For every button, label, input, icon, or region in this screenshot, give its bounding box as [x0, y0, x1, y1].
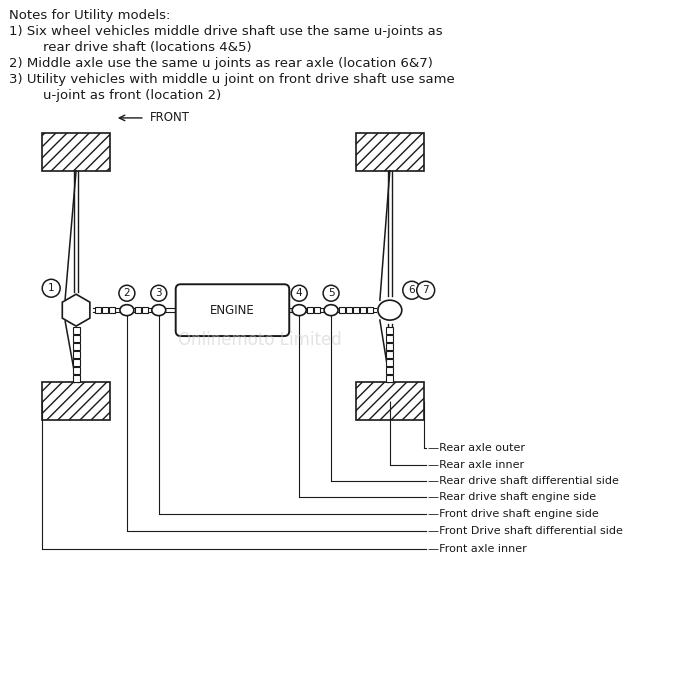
Text: 3) Utility vehicles with middle u joint on front drive shaft use same: 3) Utility vehicles with middle u joint …: [9, 73, 455, 86]
Bar: [73, 343, 80, 350]
Text: 1: 1: [48, 284, 55, 293]
Text: FRONT: FRONT: [150, 111, 190, 125]
Text: —Rear axle outer: —Rear axle outer: [428, 442, 525, 453]
Bar: [386, 375, 393, 382]
Bar: [307, 307, 313, 313]
Bar: [314, 307, 320, 313]
Bar: [356, 133, 424, 171]
Bar: [353, 307, 359, 313]
Ellipse shape: [378, 300, 402, 320]
Text: Notes for Utility models:: Notes for Utility models:: [9, 9, 171, 22]
Ellipse shape: [324, 304, 338, 316]
Circle shape: [42, 279, 60, 298]
Text: 6: 6: [408, 285, 415, 295]
Polygon shape: [62, 294, 90, 326]
Bar: [73, 327, 80, 334]
Text: 4: 4: [296, 288, 302, 298]
Bar: [346, 307, 352, 313]
Bar: [42, 133, 110, 171]
Ellipse shape: [292, 304, 306, 316]
Bar: [386, 327, 393, 334]
Text: —Front axle inner: —Front axle inner: [428, 544, 526, 554]
Bar: [386, 335, 393, 342]
Bar: [42, 382, 110, 420]
Circle shape: [291, 286, 307, 301]
Bar: [73, 335, 80, 342]
Bar: [367, 307, 373, 313]
Text: —Front drive shaft engine side: —Front drive shaft engine side: [428, 510, 598, 519]
Bar: [42, 133, 110, 171]
Bar: [73, 367, 80, 374]
Text: —Front Drive shaft differential side: —Front Drive shaft differential side: [428, 526, 622, 536]
Bar: [386, 343, 393, 350]
Bar: [356, 382, 424, 420]
Bar: [109, 307, 115, 313]
Bar: [360, 307, 366, 313]
Text: 3: 3: [155, 288, 162, 298]
Bar: [102, 307, 108, 313]
Text: —Rear axle inner: —Rear axle inner: [428, 459, 524, 470]
Bar: [356, 133, 424, 171]
Bar: [73, 375, 80, 382]
Text: ENGINE: ENGINE: [210, 304, 255, 316]
Text: 7: 7: [422, 285, 429, 295]
Text: rear drive shaft (locations 4&5): rear drive shaft (locations 4&5): [9, 41, 252, 54]
Bar: [386, 359, 393, 366]
Circle shape: [402, 281, 421, 299]
Ellipse shape: [152, 304, 166, 316]
Text: u-joint as front (location 2): u-joint as front (location 2): [9, 89, 222, 102]
Text: 5: 5: [328, 288, 335, 298]
Text: 2) Middle axle use the same u joints as rear axle (location 6&7): 2) Middle axle use the same u joints as …: [9, 57, 433, 70]
Bar: [95, 307, 101, 313]
Bar: [73, 359, 80, 366]
Text: 2: 2: [124, 288, 130, 298]
Text: —Rear drive shaft engine side: —Rear drive shaft engine side: [428, 492, 596, 503]
Bar: [142, 307, 148, 313]
Bar: [356, 382, 424, 420]
Text: Onlinemoto Limited: Onlinemoto Limited: [178, 331, 342, 349]
Bar: [73, 351, 80, 358]
Ellipse shape: [120, 304, 134, 316]
Bar: [386, 351, 393, 358]
Bar: [386, 367, 393, 374]
Bar: [135, 307, 141, 313]
Circle shape: [119, 286, 135, 301]
Text: —Rear drive shaft differential side: —Rear drive shaft differential side: [428, 477, 619, 486]
Circle shape: [323, 286, 339, 301]
Text: 1) Six wheel vehicles middle drive shaft use the same u-joints as: 1) Six wheel vehicles middle drive shaft…: [9, 25, 443, 38]
FancyBboxPatch shape: [176, 284, 289, 336]
Circle shape: [416, 281, 435, 299]
Circle shape: [150, 286, 167, 301]
Bar: [339, 307, 345, 313]
Bar: [42, 382, 110, 420]
